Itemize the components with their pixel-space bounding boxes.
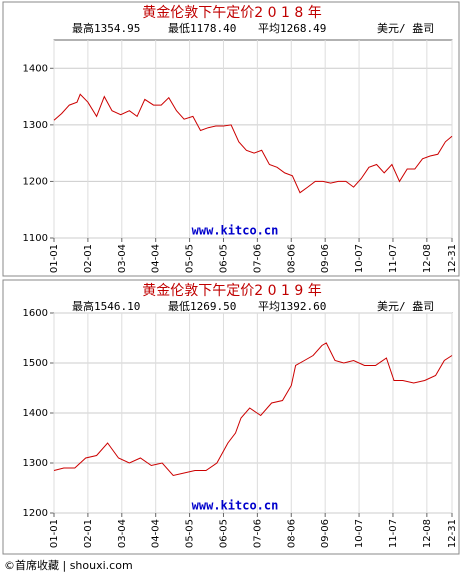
x-tick-label: 08-06	[286, 244, 297, 273]
x-tick-label: 04-04	[151, 519, 162, 548]
x-tick-label: 09-06	[320, 244, 331, 273]
y-tick-label: 1500	[23, 358, 48, 369]
data-line	[53, 342, 453, 477]
x-tick-label: 08-06	[286, 519, 297, 548]
y-tick-label: 1100	[23, 233, 48, 244]
x-tick-label: 05-05	[185, 244, 196, 273]
y-tick-label: 1300	[23, 120, 48, 131]
x-tick-label: 10-07	[354, 519, 365, 548]
y-tick-label: 1200	[23, 508, 48, 519]
plot-area	[53, 39, 453, 239]
x-tick-label: 09-06	[320, 519, 331, 548]
stat: 最低1178.40	[168, 22, 236, 35]
data-line	[53, 93, 453, 194]
x-tick-label: 06-05	[218, 519, 229, 548]
stat: 平均1392.60	[258, 300, 326, 313]
x-tick-label: 03-04	[117, 519, 128, 548]
chart-title: 黄金伦敦下午定价2 0 1 8 年	[142, 4, 321, 21]
chart-title: 黄金伦敦下午定价2 0 1 9 年	[142, 282, 321, 299]
unit: 美元/ 盎司	[377, 299, 434, 313]
unit: 美元/ 盎司	[377, 21, 434, 35]
footer-bg	[0, 556, 160, 575]
x-tick-label: 07-06	[252, 519, 263, 548]
x-tick-label: 05-05	[185, 519, 196, 548]
x-tick-label: 04-04	[151, 244, 162, 273]
x-tick-label: 11-07	[388, 519, 399, 548]
x-tick-label: 12-31	[447, 519, 458, 548]
x-tick-label: 07-06	[252, 244, 263, 273]
x-tick-label: 10-07	[354, 244, 365, 273]
stat: 平均1268.49	[258, 22, 326, 35]
x-tick-label: 11-07	[388, 244, 399, 273]
watermark: www.kitco.cn	[192, 499, 279, 513]
y-tick-label: 1300	[23, 458, 48, 469]
x-tick-label: 12-31	[447, 244, 458, 273]
y-tick-label: 1600	[23, 308, 48, 319]
x-tick-label: 02-01	[83, 519, 94, 548]
x-tick-label: 01-01	[49, 519, 60, 548]
y-tick-label: 1200	[23, 176, 48, 187]
stat: 最高1354.95	[72, 21, 140, 35]
x-tick-label: 12-08	[422, 244, 433, 273]
stat: 最高1546.10	[72, 299, 140, 313]
watermark: www.kitco.cn	[192, 224, 279, 238]
x-tick-label: 03-04	[117, 244, 128, 273]
footer: ©首席收藏 | shouxi.com	[4, 558, 133, 572]
y-tick-label: 1400	[23, 63, 48, 74]
x-tick-label: 06-05	[218, 244, 229, 273]
x-tick-label: 12-08	[422, 519, 433, 548]
y-tick-label: 1400	[23, 408, 48, 419]
x-tick-label: 01-01	[49, 244, 60, 273]
stat: 最低1269.50	[168, 300, 236, 313]
x-tick-label: 02-01	[83, 244, 94, 273]
